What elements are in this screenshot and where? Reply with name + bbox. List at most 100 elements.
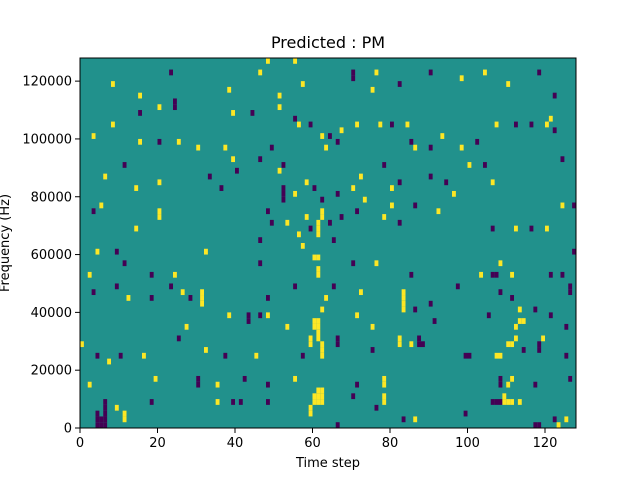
- heatmap-cell: [428, 300, 433, 307]
- heatmap-cell: [103, 410, 108, 417]
- heatmap-cell: [498, 260, 503, 267]
- heatmap-cell: [397, 81, 402, 87]
- y-tick-label: 120000: [22, 75, 72, 90]
- x-tick-label: 60: [304, 436, 321, 451]
- heatmap-cell: [126, 295, 131, 301]
- x-tick-label: 40: [227, 436, 244, 451]
- heatmap-cell: [494, 121, 499, 128]
- heatmap-cell: [308, 341, 313, 348]
- heatmap-cell: [320, 393, 325, 400]
- heatmap-cell: [335, 335, 340, 342]
- heatmap-cell: [111, 81, 115, 87]
- heatmap-cell: [510, 375, 515, 382]
- heatmap-cell: [312, 254, 317, 261]
- heatmap-cell: [533, 381, 538, 388]
- heatmap-cell: [486, 312, 491, 319]
- heatmap-cell: [428, 173, 433, 180]
- heatmap-cell: [421, 341, 425, 348]
- heatmap-cell: [316, 393, 321, 400]
- heatmap-cell: [428, 144, 433, 151]
- heatmap-cell: [552, 92, 557, 99]
- heatmap-cell: [351, 260, 356, 267]
- heatmap-cell: [300, 243, 305, 249]
- heatmap-cell: [196, 375, 201, 382]
- heatmap-cell: [463, 410, 468, 417]
- heatmap-cell: [238, 399, 243, 405]
- heatmap-cell: [475, 138, 480, 145]
- heatmap-cell: [157, 214, 162, 220]
- heatmap-cell: [510, 341, 515, 348]
- heatmap-cell: [293, 283, 298, 290]
- heatmap-cell: [521, 347, 526, 353]
- heatmap-cell: [351, 185, 356, 191]
- heatmap-cell: [157, 208, 162, 215]
- heatmap-cell: [390, 185, 394, 191]
- heatmap-cell: [467, 162, 472, 168]
- heatmap-cell: [316, 266, 321, 272]
- heatmap-cell: [103, 422, 108, 428]
- heatmap-cell: [382, 375, 387, 382]
- heatmap-cell: [483, 69, 487, 76]
- heatmap-cell: [370, 323, 375, 330]
- heatmap-cell: [219, 185, 224, 191]
- heatmap-cell: [498, 352, 503, 359]
- heatmap-cell: [316, 387, 321, 394]
- heatmap-cell: [510, 295, 515, 301]
- heatmap-cell: [382, 393, 387, 400]
- heatmap-cell: [200, 300, 205, 307]
- heatmap-cell: [99, 422, 104, 428]
- heatmap-cell: [215, 381, 220, 388]
- heatmap-cell: [91, 289, 96, 296]
- heatmap-cell: [285, 219, 290, 226]
- heatmap-cell: [281, 190, 286, 197]
- heatmap-cell: [378, 121, 383, 128]
- heatmap-cell: [312, 323, 317, 330]
- heatmap-cell: [510, 399, 515, 405]
- heatmap-cell: [308, 225, 313, 232]
- heatmap-cell: [517, 318, 522, 324]
- heatmap-cell: [320, 306, 325, 313]
- heatmap-cell: [138, 92, 143, 99]
- heatmap-cell: [107, 358, 112, 365]
- heatmap-cell: [494, 399, 499, 405]
- heatmap-cell: [134, 225, 139, 232]
- heatmap-cell: [401, 295, 406, 301]
- heatmap-cell: [142, 352, 146, 359]
- heatmap-cell: [153, 375, 158, 382]
- heatmap-cell: [409, 341, 414, 348]
- heatmap-cell: [95, 352, 100, 359]
- heatmap-cell: [506, 341, 511, 348]
- heatmap-cell: [548, 271, 553, 278]
- heatmap-cell: [498, 399, 503, 405]
- heatmap-cell: [312, 318, 317, 324]
- heatmap-cell: [479, 271, 484, 278]
- heatmap-cell: [138, 138, 143, 145]
- heatmap-cell: [258, 237, 263, 243]
- heatmap-cell: [362, 196, 367, 203]
- heatmap-cell: [277, 92, 282, 99]
- heatmap-cell: [533, 422, 538, 428]
- heatmap-cell: [95, 416, 100, 423]
- heatmap-cell: [316, 323, 321, 330]
- heatmap-cell: [502, 399, 507, 405]
- heatmap-cell: [463, 352, 468, 359]
- heatmap-cell: [517, 306, 522, 313]
- heatmap-cell: [568, 289, 573, 296]
- heatmap-cell: [355, 381, 360, 388]
- heatmap-cell: [339, 127, 344, 134]
- heatmap-cell: [440, 133, 445, 139]
- heatmap-cell: [258, 312, 263, 319]
- heatmap-cell: [510, 271, 515, 278]
- heatmap-cell: [246, 312, 251, 319]
- heatmap-cell: [560, 202, 565, 209]
- heatmap-cell: [204, 248, 208, 255]
- heatmap-cell: [432, 318, 437, 324]
- heatmap-cell: [95, 410, 100, 417]
- heatmap-cell: [374, 69, 379, 76]
- y-tick-label: 100000: [22, 132, 72, 147]
- heatmap-cell: [328, 133, 332, 139]
- heatmap-cell: [498, 289, 503, 296]
- heatmap-cell: [564, 323, 569, 330]
- x-tick-label: 80: [382, 436, 399, 451]
- heatmap-cell: [297, 121, 301, 128]
